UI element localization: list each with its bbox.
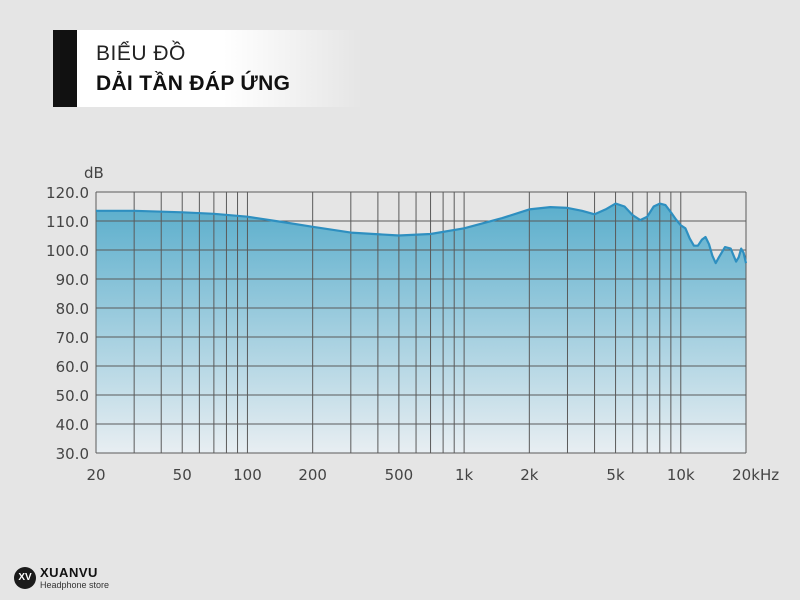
response-curve-line (96, 202, 748, 265)
store-logo: XV XUANVU Headphone store (10, 563, 130, 593)
x-tick-label: 200 (298, 466, 327, 484)
y-tick-label: 80.0 (56, 300, 89, 318)
title-line-1: BIỂU ĐỒ (96, 42, 186, 65)
y-tick-label: 100.0 (46, 242, 89, 260)
y-tick-label: 40.0 (56, 416, 89, 434)
x-tick-label: 5k (606, 466, 625, 484)
title-band (53, 30, 363, 107)
logo-badge-icon: XV (14, 567, 36, 589)
y-tick-label: 50.0 (56, 387, 89, 405)
y-tick-label: 90.0 (56, 271, 89, 289)
y-tick-label: 60.0 (56, 358, 89, 376)
response-area-fill (96, 203, 746, 453)
x-tick-label: 1k (455, 466, 474, 484)
x-tick-label: 2k (520, 466, 539, 484)
y-axis-unit: dB (84, 164, 104, 182)
x-tick-label: 20k (732, 466, 760, 484)
logo-name: XUANVU (40, 565, 98, 580)
y-tick-label: 110.0 (46, 213, 89, 231)
x-tick-label: 500 (385, 466, 414, 484)
y-tick-label: 120.0 (46, 184, 89, 202)
y-tick-label: 30.0 (56, 445, 89, 463)
logo-subtitle: Headphone store (40, 580, 110, 590)
x-tick-label: 50 (173, 466, 192, 484)
y-tick-label: 70.0 (56, 329, 89, 347)
title-line-2: DẢI TẦN ĐÁP ỨNG (96, 72, 291, 95)
x-tick-label: 100 (233, 466, 262, 484)
x-tick-label: 20 (86, 466, 105, 484)
x-axis-unit: Hz (760, 466, 779, 484)
title-accent-bar (53, 30, 77, 107)
x-tick-label: 10k (667, 466, 695, 484)
